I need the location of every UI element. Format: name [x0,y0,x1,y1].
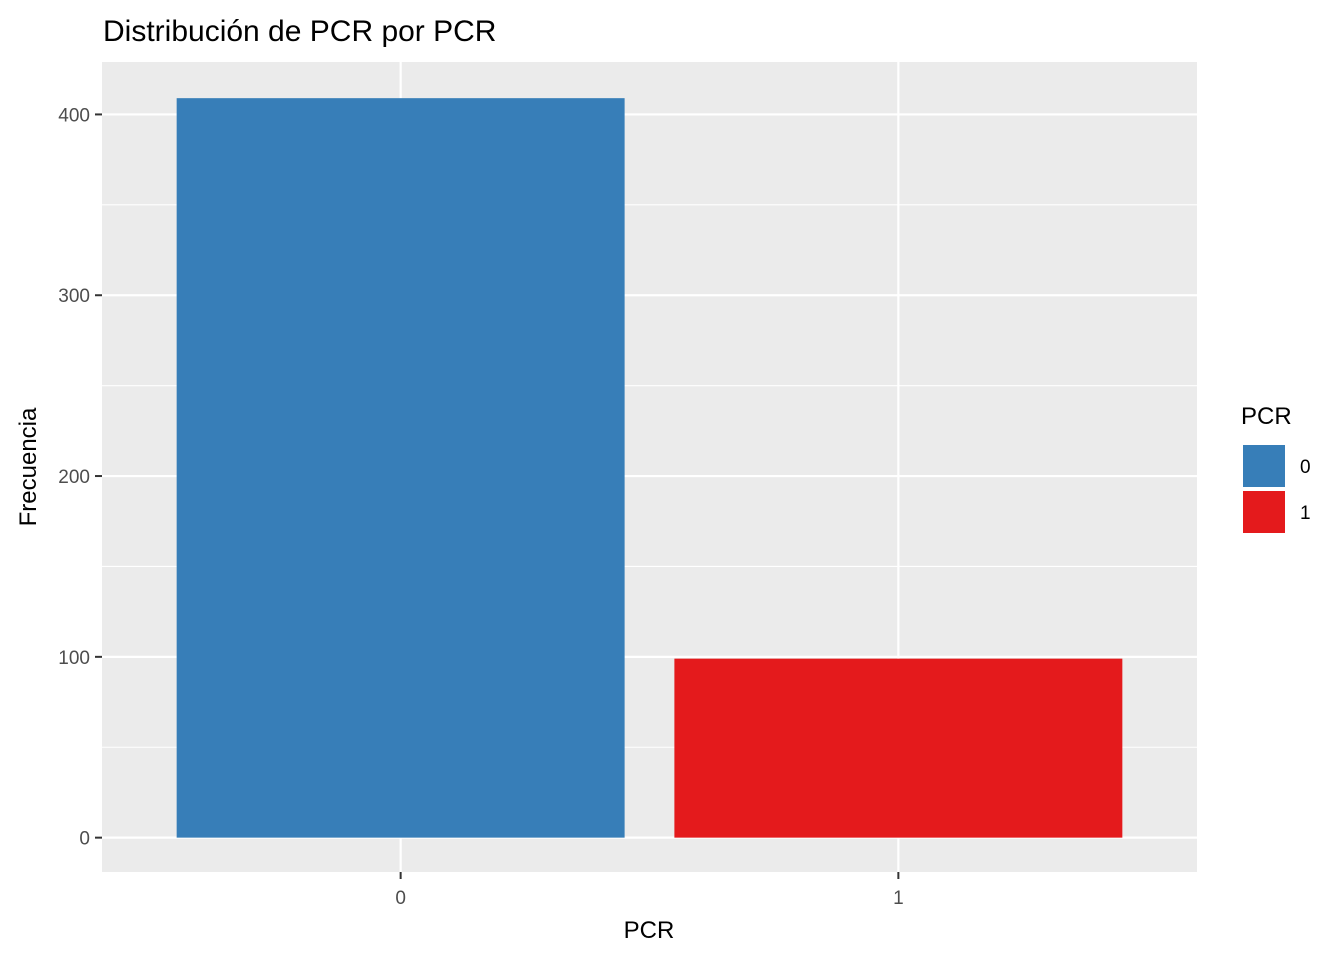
x-tick-label: 1 [893,888,904,909]
legend-label-0: 0 [1300,457,1311,478]
chart-title: Distribución de PCR por PCR [103,15,496,48]
y-axis: 0 100 200 300 400 [58,105,102,850]
y-axis-title: Frecuencia [15,407,42,526]
legend-items: 01 [1241,443,1311,535]
y-tick-label: 100 [58,648,90,669]
y-tick-label: 400 [58,105,90,126]
x-axis-title: PCR [624,917,675,944]
legend-title: PCR [1241,403,1292,430]
legend: PCR 01 [1241,403,1311,535]
bars [176,98,1123,838]
legend-key-1 [1241,489,1287,535]
legend-label-1: 1 [1300,503,1311,524]
y-tick-label: 0 [79,829,90,850]
y-tick-label: 200 [58,467,90,488]
bar-0 [176,98,625,838]
x-tick-label: 0 [395,888,406,909]
y-tick-label: 300 [58,286,90,307]
bar-1 [674,658,1123,838]
legend-key-0 [1241,443,1287,489]
